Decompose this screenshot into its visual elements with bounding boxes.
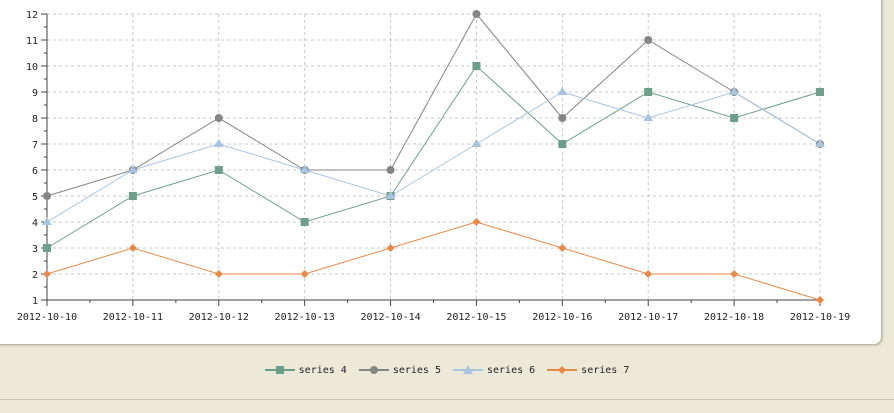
series-6-point (299, 165, 310, 173)
series-7-point (730, 270, 739, 278)
x-tick-label: 2012-10-11 (103, 312, 163, 323)
x-tick-label: 2012-10-19 (790, 312, 850, 323)
series-7-point (644, 270, 653, 278)
series-4-point (558, 140, 567, 148)
series-line-4 (46, 65, 821, 249)
series-4-point (472, 62, 481, 70)
series-4-point (300, 218, 309, 226)
y-tick-label: 7 (32, 140, 38, 151)
legend-item[interactable]: series 5 (358, 364, 441, 376)
x-tick-label: 2012-10-15 (446, 312, 506, 323)
series-7-point (300, 270, 309, 278)
series-6-point (471, 139, 482, 147)
series-4-point (43, 244, 51, 252)
legend-label: series 7 (581, 364, 630, 376)
x-tick-label: 2012-10-13 (275, 312, 335, 323)
legend-swatch-diamond-icon (547, 366, 578, 374)
y-tick-label: 5 (32, 192, 38, 203)
series-6-point (815, 139, 825, 147)
legend-label: series 6 (487, 364, 536, 376)
y-tick-label: 6 (32, 166, 38, 177)
x-tick-label: 2012-10-18 (704, 312, 764, 323)
y-tick-label: 1 (32, 296, 38, 307)
series-6-point (557, 87, 568, 95)
legend-item[interactable]: series 4 (264, 364, 347, 376)
series-5-point (43, 192, 51, 200)
legend-swatch-square-icon (264, 366, 295, 374)
series-5-point (214, 114, 223, 122)
series-4-point (816, 88, 824, 96)
series-5-point (386, 166, 395, 174)
series-6-point (42, 217, 52, 225)
series-7-point (386, 244, 395, 252)
y-tick-label: 10 (26, 62, 38, 73)
y-tick-label: 12 (26, 10, 38, 21)
series-6-point (213, 139, 224, 147)
legend-item[interactable]: series 6 (453, 364, 535, 376)
y-tick-label: 8 (32, 114, 38, 125)
x-tick-label: 2012-10-16 (532, 312, 592, 323)
series-7-point (816, 296, 824, 304)
series-7-point (558, 244, 567, 252)
y-tick-label: 3 (32, 244, 38, 255)
series-7-point (128, 244, 137, 252)
series-7-point (43, 270, 51, 278)
series-7-point (472, 218, 481, 226)
series-line-6 (46, 91, 821, 223)
series-6-point (127, 165, 138, 173)
y-tick-label: 2 (32, 270, 38, 281)
series-4-point (644, 88, 653, 96)
legend-swatch-triangle-icon (453, 365, 483, 374)
series-line-7 (46, 221, 821, 301)
plot-panel: 1 2 3 4 5 6 7 8 9 10 11 12 2012-10-10 2012-10-11 2012-… (0, 0, 882, 345)
series-6-point (385, 191, 396, 199)
x-tick-label: 2012-10-12 (189, 312, 249, 323)
series-6-point (643, 113, 654, 121)
series-6-point (729, 87, 740, 95)
legend-item[interactable]: series 7 (547, 364, 629, 376)
divider (0, 399, 894, 400)
x-tick-label: 2012-10-10 (17, 312, 77, 323)
series-5-point (472, 10, 481, 18)
series-line-5 (46, 13, 821, 197)
legend-label: series 5 (392, 364, 441, 376)
y-tick-label: 9 (32, 88, 38, 99)
x-tick-label: 2012-10-14 (360, 312, 420, 323)
series-4-point (128, 192, 137, 200)
legend: series 4 series 5 series 6 series 7 (0, 364, 894, 376)
legend-swatch-circle-icon (358, 366, 389, 374)
series-5-point (558, 114, 567, 122)
legend-label: series 4 (298, 364, 347, 376)
x-tick-label: 2012-10-17 (618, 312, 678, 323)
series-5-point (644, 36, 653, 44)
series-4-point (214, 166, 223, 174)
series-4-point (730, 114, 739, 122)
y-tick-label: 4 (32, 218, 38, 229)
series-7-point (214, 270, 223, 278)
y-tick-label: 11 (26, 36, 38, 47)
